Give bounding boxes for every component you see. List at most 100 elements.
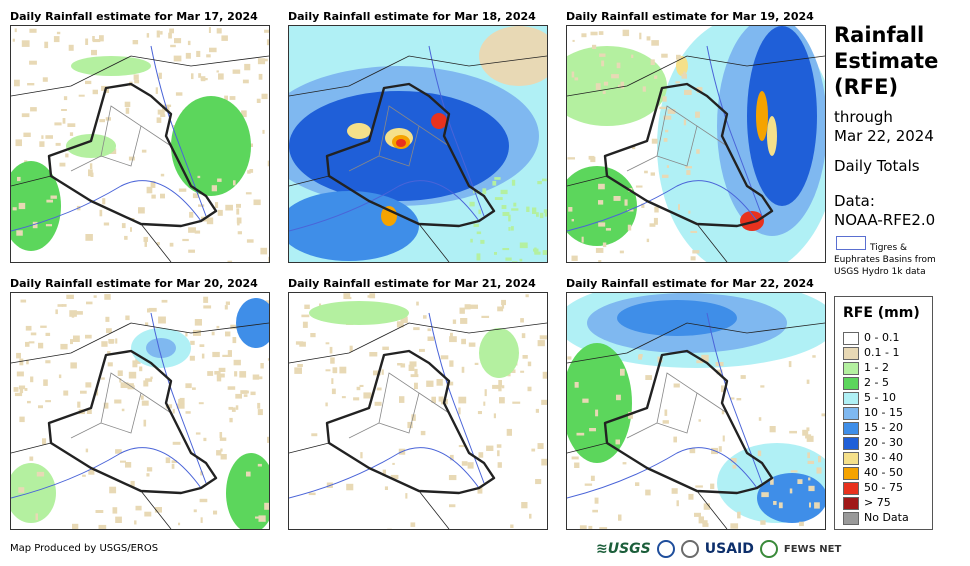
dos-seal-icon bbox=[680, 540, 699, 558]
rain-area-southeast bbox=[226, 453, 269, 529]
rainfall-map-mar22 bbox=[567, 293, 825, 529]
neighbor-border-north bbox=[567, 55, 825, 97]
map-panel-mar22 bbox=[566, 292, 826, 530]
legend-swatch bbox=[843, 452, 859, 465]
legend-label: 0.1 - 1 bbox=[864, 346, 900, 359]
rain-cell-yellow-1 bbox=[767, 116, 777, 156]
neighbor-border-south bbox=[567, 442, 728, 529]
rain-area-west bbox=[11, 161, 61, 251]
light-rain-speckle bbox=[567, 29, 703, 262]
rainfall-map-mar21 bbox=[289, 293, 547, 529]
neighbor-border-north bbox=[289, 55, 547, 97]
neighbor-border-south bbox=[289, 442, 450, 529]
basin-outline-key bbox=[836, 236, 866, 250]
light-rain-speckle-south bbox=[308, 407, 547, 529]
title-line-rainfall: Rainfall bbox=[834, 23, 925, 47]
legend-swatch bbox=[843, 332, 859, 345]
map-panel-mar21 bbox=[288, 292, 548, 530]
neighbor-border-south bbox=[567, 175, 728, 262]
rain-area-east bbox=[171, 96, 251, 196]
panel-title-mar18: Daily Rainfall estimate for Mar 18, 2024 bbox=[288, 10, 536, 23]
map-panel-mar20 bbox=[10, 292, 270, 530]
euphrates-river bbox=[567, 180, 758, 232]
rainfall-map-mar20 bbox=[11, 294, 269, 529]
panel-title-mar21: Daily Rainfall estimate for Mar 21, 2024 bbox=[288, 277, 536, 290]
light-rain-speckle-south bbox=[18, 416, 269, 529]
legend-swatch bbox=[843, 467, 859, 480]
iraq-border bbox=[325, 82, 496, 228]
rainfall-map-mar18 bbox=[289, 26, 547, 262]
legend-label: 30 - 40 bbox=[864, 451, 903, 464]
rain-area-central bbox=[66, 134, 116, 158]
rain-area-southwest bbox=[567, 166, 637, 246]
panel-title-mar19: Daily Rainfall estimate for Mar 19, 2024 bbox=[566, 10, 814, 23]
legend-label: 50 - 75 bbox=[864, 481, 903, 494]
province-boundaries bbox=[348, 105, 450, 172]
tigris-river bbox=[706, 312, 763, 484]
title-line-estimate: Estimate bbox=[834, 49, 939, 73]
panel-title-mar22: Daily Rainfall estimate for Mar 22, 2024 bbox=[566, 277, 814, 290]
rainfall-map-mar19 bbox=[567, 26, 825, 262]
rain-area-north bbox=[309, 301, 409, 325]
province-boundaries bbox=[70, 105, 172, 172]
legend-label: 2 - 5 bbox=[864, 376, 889, 389]
light-rain-speckle-south bbox=[12, 169, 269, 262]
legend-swatch bbox=[843, 377, 859, 390]
tigris-river bbox=[706, 45, 763, 217]
legend-label: 10 - 15 bbox=[864, 406, 903, 419]
map-panel-mar17 bbox=[10, 25, 270, 263]
logo-strip: ≋USGS USAID FEWS NET bbox=[596, 538, 841, 560]
neighbor-border-south bbox=[289, 175, 450, 262]
title-line-rfe: (RFE) bbox=[834, 75, 899, 99]
euphrates-river bbox=[11, 180, 202, 232]
panel-title-mar17: Daily Rainfall estimate for Mar 17, 2024 bbox=[10, 10, 258, 23]
tigris-river bbox=[150, 312, 207, 484]
rain-area-east-core bbox=[747, 26, 817, 206]
legend-label: 40 - 50 bbox=[864, 466, 903, 479]
neighbor-border-south bbox=[11, 442, 172, 529]
data-label: Data: bbox=[834, 192, 875, 210]
iraq-border bbox=[47, 82, 218, 228]
rain-cell-yellow-2 bbox=[676, 56, 688, 76]
province-boundaries bbox=[348, 372, 450, 439]
legend-label: 5 - 10 bbox=[864, 391, 896, 404]
rain-area-north-core bbox=[617, 300, 737, 336]
rain-area-northeast bbox=[236, 298, 269, 348]
legend-swatch bbox=[843, 437, 859, 450]
basin-caption-line3: USGS Hydro 1k data bbox=[834, 267, 926, 277]
basin-caption: Tigres & Euphrates Basins from USGS Hydr… bbox=[834, 242, 964, 278]
noaa-seal-icon bbox=[656, 540, 675, 558]
euphrates-river bbox=[567, 447, 758, 499]
product-title: Rainfall Estimate (RFE) bbox=[834, 22, 938, 100]
tigris-river bbox=[150, 45, 207, 217]
province-boundaries bbox=[626, 105, 728, 172]
legend-swatch bbox=[843, 407, 859, 420]
map-credit: Map Produced by USGS/EROS bbox=[10, 543, 159, 554]
iraq-border bbox=[603, 349, 774, 495]
basin-caption-line1: Tigres & bbox=[870, 243, 908, 253]
rain-area-northwest bbox=[567, 46, 667, 126]
legend-label: > 75 bbox=[864, 496, 891, 509]
rain-cell-red bbox=[396, 139, 406, 147]
legend-swatch bbox=[843, 392, 859, 405]
legend-swatch bbox=[843, 347, 859, 360]
iraq-border bbox=[47, 349, 218, 495]
legend-label: 1 - 2 bbox=[864, 361, 889, 374]
map-panel-mar18 bbox=[288, 25, 548, 263]
legend-label: 15 - 20 bbox=[864, 421, 903, 434]
basin-caption-line2: Euphrates Basins from bbox=[834, 255, 936, 265]
rain-area-southwest bbox=[11, 463, 56, 523]
neighbor-border-north bbox=[11, 55, 269, 97]
totals-label: Daily Totals bbox=[834, 157, 920, 175]
map-panel-mar19 bbox=[566, 25, 826, 263]
legend-label: 20 - 30 bbox=[864, 436, 903, 449]
rain-area-north-core bbox=[146, 338, 176, 358]
rain-cell-west bbox=[347, 123, 371, 139]
tigris-river bbox=[428, 312, 485, 484]
rfe-legend: RFE (mm) 0 - 0.1 0.1 - 1 1 - 2 2 - 5 5 - 10 1… bbox=[834, 296, 933, 530]
legend-swatch bbox=[843, 362, 859, 375]
iraq-border bbox=[325, 349, 496, 495]
through-date: Mar 22, 2024 bbox=[834, 127, 934, 145]
iraq-border bbox=[603, 82, 774, 228]
legend-title: RFE (mm) bbox=[843, 305, 920, 321]
